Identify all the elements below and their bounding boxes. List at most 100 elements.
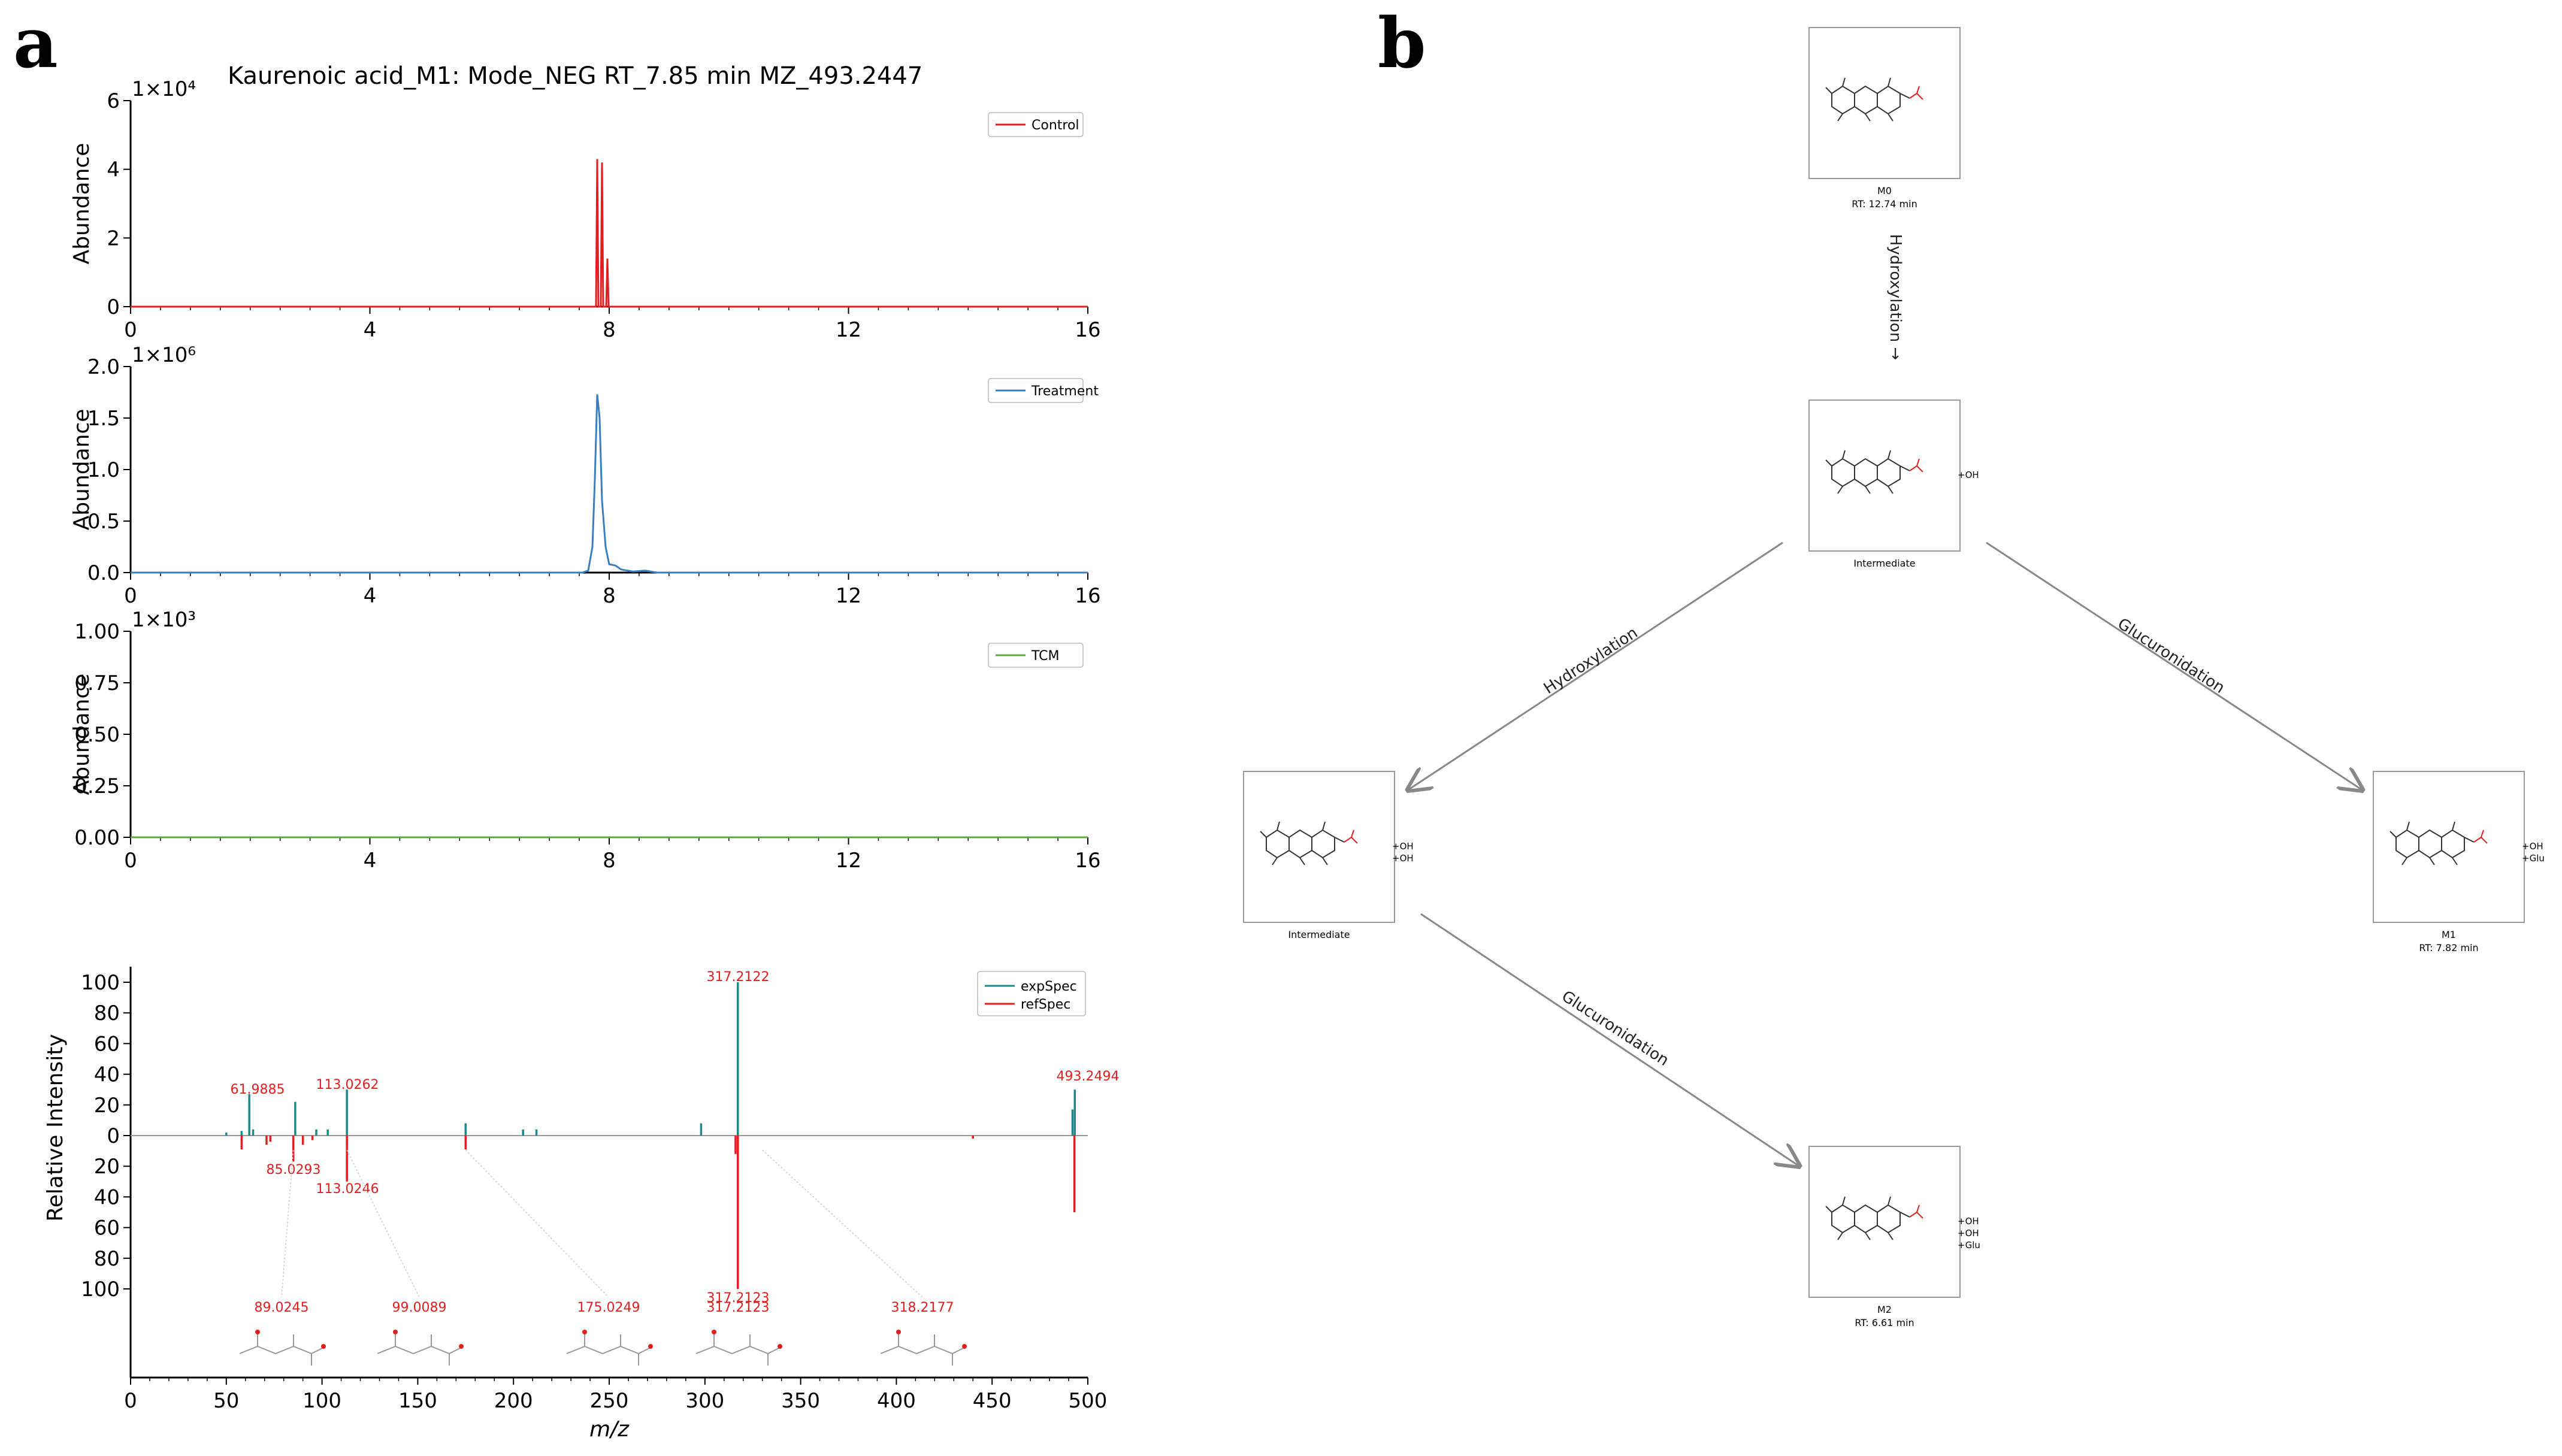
chart-title: Kaurenoic acid_M1: Mode_NEG RT_7.85 min … (228, 62, 922, 90)
y-axis-label: Abundance (69, 409, 94, 531)
x-tick-label: 8 (603, 849, 616, 873)
fragment-atom (582, 1330, 587, 1334)
fragment-bonds (566, 1334, 651, 1366)
y-tick-label: 2.0 (87, 355, 120, 379)
y-tick-label: 0.00 (74, 826, 120, 850)
x-tick-label: 0 (124, 1389, 137, 1413)
y-tick-label: 20 (94, 1155, 120, 1179)
fragment-label: 317.2123 (707, 1300, 770, 1315)
chromatogram-treatment: 0.0 0.5 1.0 1.5 2.0 0 4 8 12 16 1×10⁶ Abundance Trea… (69, 343, 1101, 608)
pathway-node-int1: +OH Intermediate (1808, 399, 1979, 569)
y-axis-label: Abundance (69, 674, 94, 795)
node-rt: RT: 7.82 min (2419, 942, 2478, 953)
node-name: Intermediate (1288, 929, 1350, 940)
y-tick-label: 100 (81, 1278, 120, 1301)
y-tick-label: 2 (107, 226, 120, 250)
chromatogram-group: 0 2 4 6 0 4 8 12 16 1×10⁴ Abundance Control 0.0 0.5 1.… (69, 77, 1101, 873)
x-tick-label: 450 (973, 1389, 1012, 1413)
x-tick-label: 16 (1075, 584, 1100, 608)
x-tick-label: 350 (781, 1389, 820, 1413)
legend-box (988, 643, 1084, 668)
fragment-connector (346, 1149, 420, 1298)
exp-peak-label: 113.0262 (316, 1077, 379, 1092)
substituent-label: +Glu (2522, 853, 2545, 864)
fragment-atom (255, 1330, 260, 1334)
exp-peak-label: 61.9885 (231, 1082, 285, 1097)
y-tick-label: 80 (94, 1001, 120, 1025)
x-tick-label: 8 (603, 318, 616, 342)
y-scale-label: 1×10⁴ (132, 77, 196, 101)
exp-peak-label: 317.2122 (707, 970, 770, 985)
y-tick-label: 0.0 (87, 561, 120, 585)
x-tick-label: 12 (836, 318, 861, 342)
y-tick-label: 0.50 (74, 723, 120, 747)
y-tick-label: 1.00 (74, 620, 120, 644)
node-name: M2 (1877, 1304, 1892, 1315)
fragment-atom (321, 1344, 326, 1349)
panel-letter-a: a (13, 3, 58, 84)
edge-label: Glucuronidation (2115, 615, 2228, 697)
substituent-label: +OH (1958, 1228, 1979, 1239)
node-rt: RT: 12.74 min (1852, 198, 1917, 210)
fragment-bonds (695, 1334, 781, 1366)
legend-label: expSpec (1021, 979, 1077, 994)
fragment-atom (459, 1344, 464, 1349)
y-tick-label: 1.0 (87, 458, 120, 482)
series-treatment (131, 394, 1088, 574)
fragment-label: 99.0089 (392, 1300, 447, 1315)
chromatogram-tcm: 0.00 0.25 0.50 0.75 1.00 0 4 8 12 16 1×10³ Abundanc… (69, 608, 1101, 873)
x-tick-label: 8 (603, 584, 616, 608)
y-tick-label: 60 (94, 1032, 120, 1056)
x-tick-label: 150 (398, 1389, 437, 1413)
fragment-atom (896, 1330, 901, 1334)
x-tick-label: 200 (494, 1389, 533, 1413)
y-tick-label: 4 (107, 158, 120, 182)
y-tick-label: 0 (107, 1124, 120, 1148)
fragment-atom (712, 1330, 716, 1334)
edge-arrow (1986, 541, 2361, 789)
fragment-atom (648, 1344, 653, 1349)
y-tick-label: 40 (94, 1185, 120, 1209)
edge-label: Hydroxylation → (1886, 234, 1904, 360)
x-tick-label: 0 (124, 318, 137, 342)
y-tick-label: 0.75 (74, 671, 120, 695)
fragment-structure (239, 1330, 326, 1366)
fragment-atom (962, 1344, 967, 1349)
fragment-structure (377, 1330, 464, 1366)
x-tick-label: 250 (590, 1389, 629, 1413)
edge-label: Hydroxylation (1541, 624, 1641, 698)
legend-label: TCM (1031, 649, 1060, 664)
fragment-label: 318.2177 (891, 1300, 954, 1315)
y-tick-label: 0 (107, 295, 120, 319)
x-tick-label: 300 (685, 1389, 724, 1413)
pathway-node-int2: +OH+OH Intermediate (1243, 771, 1414, 940)
substituent-label: +Glu (1958, 1240, 1980, 1251)
substituent-label: +OH (1958, 470, 1979, 480)
substituent-label: +OH (2522, 841, 2543, 852)
x-axis-label: m/z (589, 1417, 630, 1442)
structure-box (2373, 771, 2525, 923)
legend-label: refSpec (1021, 997, 1070, 1012)
y-axis-label: Relative Intensity (43, 1034, 68, 1221)
legend-label: Treatment (1031, 384, 1099, 399)
fragment-label: 175.0249 (577, 1300, 640, 1315)
fragment-structure (566, 1330, 653, 1366)
y-tick-label: 1.5 (87, 407, 120, 431)
pathway-edge: Hydroxylation (1409, 541, 1783, 789)
pathway-edge: Hydroxylation → (1886, 234, 1904, 360)
fragment-structure (880, 1330, 967, 1366)
fragment-connector (281, 1149, 294, 1298)
fragment-label: 89.0245 (255, 1300, 309, 1315)
edge-arrow (1409, 541, 1783, 789)
x-tick-label: 0 (124, 849, 137, 873)
node-name: M0 (1877, 185, 1892, 196)
legend-box (988, 112, 1084, 137)
fragment-connector (465, 1149, 609, 1298)
legend-label: Control (1032, 118, 1079, 133)
x-tick-label: 0 (124, 584, 137, 608)
panel-letter-b: b (1378, 3, 1426, 84)
x-tick-label: 4 (364, 318, 377, 342)
fragment-atom (393, 1330, 398, 1334)
edge-label: Glucuronidation (1559, 987, 1672, 1070)
